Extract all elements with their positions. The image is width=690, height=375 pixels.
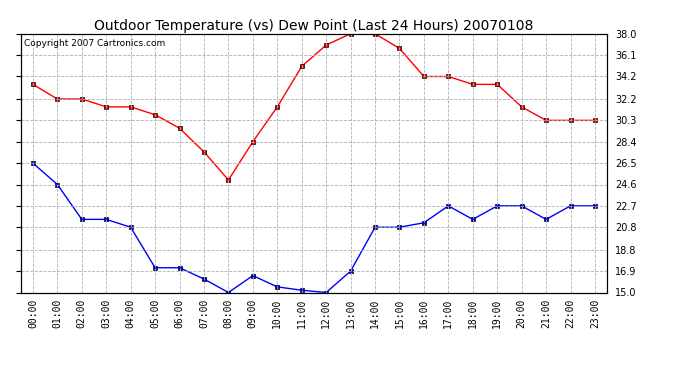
Text: Copyright 2007 Cartronics.com: Copyright 2007 Cartronics.com	[23, 39, 165, 48]
Title: Outdoor Temperature (vs) Dew Point (Last 24 Hours) 20070108: Outdoor Temperature (vs) Dew Point (Last…	[95, 19, 533, 33]
